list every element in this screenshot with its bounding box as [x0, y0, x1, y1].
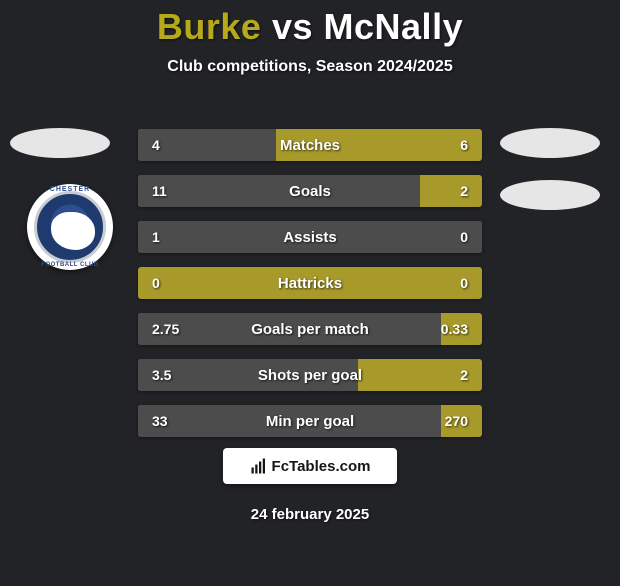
stat-bar-row: 11Goals2: [138, 175, 482, 207]
stat-bar-row: 33Min per goal270: [138, 405, 482, 437]
stat-bar-bg: [138, 267, 482, 299]
fctables-logo-text: FcTables.com: [272, 458, 371, 475]
stat-bar-row: 0Hattricks0: [138, 267, 482, 299]
stat-bar-row: 1Assists0: [138, 221, 482, 253]
chart-bars-icon: [250, 457, 268, 475]
player1-flag-icon: [10, 128, 110, 158]
player1-name: Burke: [157, 6, 262, 47]
stat-bar-fill: [138, 313, 441, 345]
player2-club-flag-icon: [500, 180, 600, 210]
stat-bar-row: 2.75Goals per match0.33: [138, 313, 482, 345]
vs-text: vs: [272, 6, 313, 47]
stat-bars-container: 4Matches6 11Goals2 1Assists0 0Hattricks0 2.7…: [138, 129, 482, 451]
stat-bar-fill: [138, 221, 482, 253]
club-badge-bottom-text: FOOTBALL CLUB: [27, 262, 113, 268]
club-lion-icon: [51, 212, 95, 250]
subtitle: Club competitions, Season 2024/2025: [0, 58, 620, 76]
footer-date: 24 february 2025: [0, 506, 620, 523]
player2-flag-icon: [500, 128, 600, 158]
stat-bar-fill: [138, 129, 276, 161]
stat-bar-fill: [138, 175, 420, 207]
fctables-logo[interactable]: FcTables.com: [223, 448, 397, 484]
stat-bar-row: 4Matches6: [138, 129, 482, 161]
stat-bar-row: 3.5Shots per goal2: [138, 359, 482, 391]
player1-club-badge: CHESTER FOOTBALL CLUB: [27, 184, 113, 270]
club-badge-inner-icon: [34, 191, 106, 263]
player2-name: McNally: [324, 6, 464, 47]
comparison-title: Burke vs McNally: [0, 6, 620, 48]
stat-bar-fill: [138, 405, 441, 437]
stat-bar-fill: [138, 359, 358, 391]
